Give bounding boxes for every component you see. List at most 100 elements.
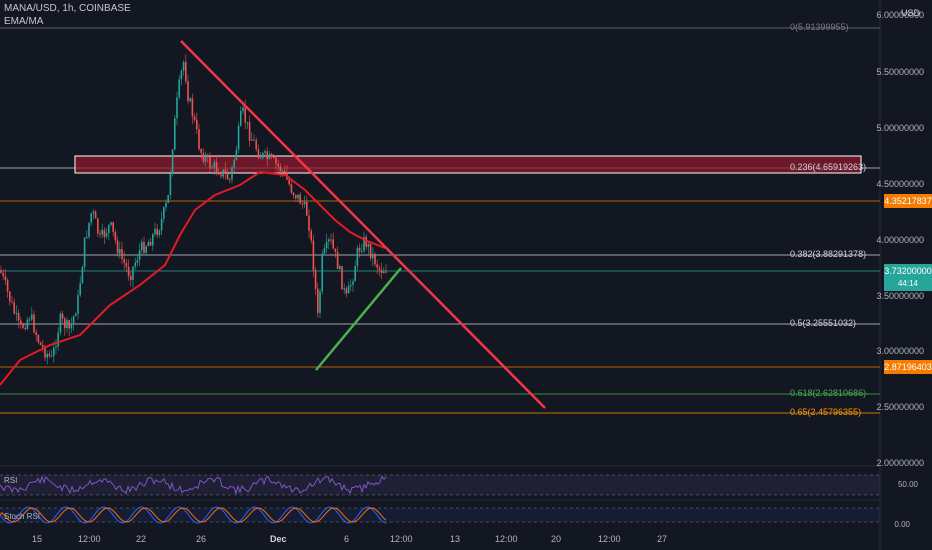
candle-body xyxy=(79,283,81,296)
candle-body xyxy=(284,170,286,173)
time-label: 13 xyxy=(450,534,461,544)
indicator-label[interactable]: EMA/MA xyxy=(4,16,44,27)
stoch-d-line xyxy=(0,507,387,523)
candle-body xyxy=(24,327,26,329)
candle-body xyxy=(163,207,165,219)
candle-body xyxy=(235,149,238,160)
candle-body xyxy=(207,156,209,158)
candle-body xyxy=(264,151,266,153)
candle-body xyxy=(9,291,11,302)
candle-body xyxy=(116,240,119,254)
candle-body xyxy=(59,313,62,333)
candle-body xyxy=(233,159,235,168)
candle-body xyxy=(110,222,112,225)
candle-body xyxy=(198,129,200,150)
candle-body xyxy=(251,139,253,141)
candle-body xyxy=(209,156,211,169)
candle-body xyxy=(20,320,22,325)
time-label: 12:00 xyxy=(495,534,518,544)
rsi-axis-value: 50.00 xyxy=(897,480,918,489)
candle-body xyxy=(165,202,167,208)
candle-body xyxy=(81,266,84,284)
candles-group xyxy=(0,54,387,365)
candle-body xyxy=(31,314,33,320)
candle-body xyxy=(306,201,308,216)
candle-body xyxy=(211,167,213,169)
candle-body xyxy=(64,318,66,329)
ema-line xyxy=(0,170,386,386)
price-label: 5.00000000 xyxy=(876,123,924,133)
candle-body xyxy=(330,239,332,241)
currency-label: USD xyxy=(900,8,920,18)
candle-body xyxy=(75,313,77,317)
candle-body xyxy=(350,284,352,286)
candle-body xyxy=(83,237,86,267)
descending-trendline[interactable] xyxy=(180,40,546,409)
candle-body xyxy=(50,355,53,357)
candle-body xyxy=(42,345,44,348)
candle-body xyxy=(202,152,205,162)
candle-body xyxy=(105,233,108,237)
candle-body xyxy=(154,228,156,235)
candle-body xyxy=(26,319,29,329)
candle-body xyxy=(145,246,147,253)
time-label: 12:00 xyxy=(78,534,101,544)
candle-body xyxy=(321,253,323,292)
resistance-zone[interactable] xyxy=(74,155,862,174)
candle-body xyxy=(66,320,68,329)
candle-body xyxy=(143,241,145,253)
candle-body xyxy=(268,153,271,160)
candle-body xyxy=(141,241,143,251)
candle-body xyxy=(363,236,365,252)
candle-body xyxy=(169,173,172,196)
candle-body xyxy=(222,169,224,177)
symbol-title[interactable]: MANA/USD, 1h, COINBASE xyxy=(4,3,131,14)
candle-body xyxy=(356,247,359,267)
current-price-tag: 3.73200000 xyxy=(884,264,932,278)
candle-body xyxy=(191,98,194,117)
candle-body xyxy=(35,332,37,336)
candle-body xyxy=(314,270,317,289)
candle-body xyxy=(94,211,97,219)
candle-body xyxy=(303,201,306,205)
candle-body xyxy=(77,295,79,314)
candle-body xyxy=(220,174,222,177)
candle-body xyxy=(193,116,196,120)
candle-body xyxy=(180,70,183,80)
price-label: 6.00000000 xyxy=(876,10,924,20)
candle-body xyxy=(352,281,354,285)
candle-body xyxy=(347,285,350,294)
candle-body xyxy=(242,107,244,112)
candle-body xyxy=(279,166,282,172)
candle-body xyxy=(200,149,202,153)
candle-body xyxy=(345,288,348,294)
candle-body xyxy=(13,302,15,314)
candle-body xyxy=(310,230,312,241)
candle-body xyxy=(218,171,220,175)
time-label: 26 xyxy=(196,534,207,544)
time-label: 12:00 xyxy=(390,534,413,544)
candle-body xyxy=(226,173,229,180)
candle-body xyxy=(156,228,158,235)
candle-body xyxy=(112,222,114,232)
candle-body xyxy=(378,267,381,270)
rsi-line xyxy=(0,475,387,495)
candle-body xyxy=(28,319,31,321)
ascending-support-line[interactable] xyxy=(315,267,402,371)
price-label: 2.50000000 xyxy=(876,402,924,412)
stoch-label[interactable]: Stoch RSI xyxy=(4,512,41,521)
price-label: 3.50000000 xyxy=(876,291,924,301)
candle-body xyxy=(158,230,161,235)
candle-body xyxy=(317,288,319,313)
candle-body xyxy=(149,241,152,246)
candle-body xyxy=(367,243,370,247)
candle-body xyxy=(297,194,299,199)
candle-body xyxy=(385,271,387,273)
candle-body xyxy=(196,119,198,130)
candle-body xyxy=(103,229,106,237)
candle-body xyxy=(231,167,233,180)
candle-body xyxy=(358,247,361,252)
rsi-label[interactable]: RSI xyxy=(4,476,18,485)
